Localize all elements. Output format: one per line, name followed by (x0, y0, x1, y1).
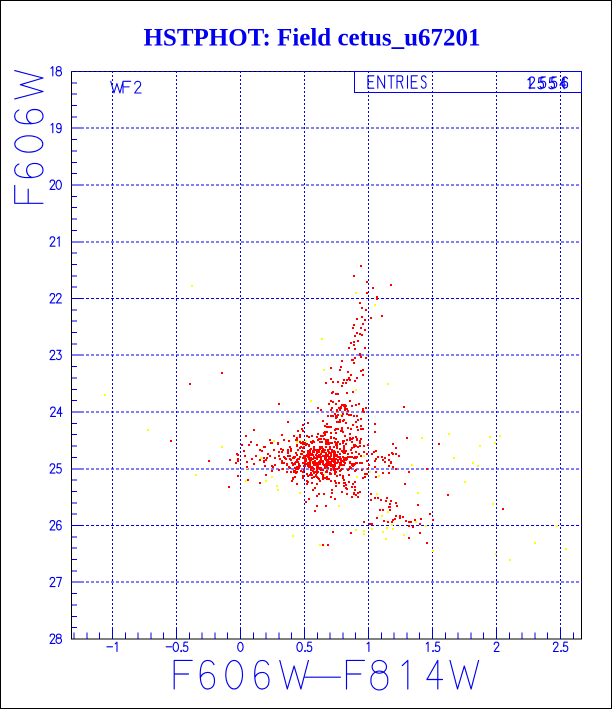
svg-text:HSTPHOT: Field cetus_u67201: HSTPHOT: Field cetus_u67201 (143, 24, 480, 51)
